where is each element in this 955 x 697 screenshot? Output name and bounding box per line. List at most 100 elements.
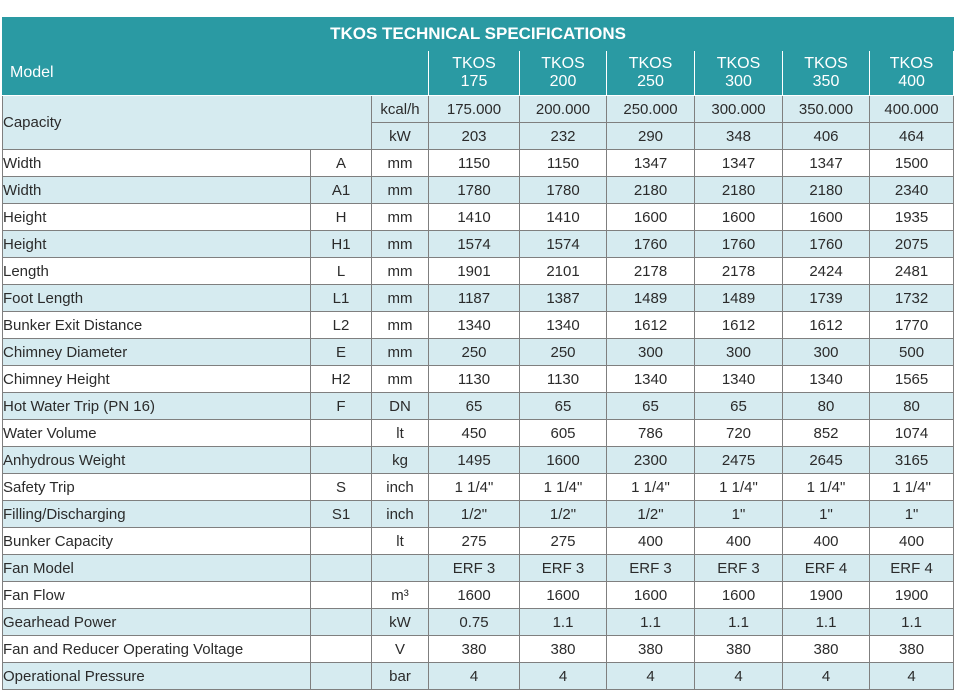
value-cell: 1495 xyxy=(428,446,520,474)
value-cell: 2424 xyxy=(782,257,870,285)
value-cell: 4 xyxy=(782,662,870,690)
value-cell: 1565 xyxy=(868,365,955,393)
value-cell: 4 xyxy=(606,662,695,690)
value-cell: 1130 xyxy=(519,365,607,393)
row-label: Operational Pressure xyxy=(2,662,311,690)
symbol-cell xyxy=(310,419,372,447)
value-cell: 786 xyxy=(606,419,695,447)
value-cell: 1760 xyxy=(694,230,783,258)
symbol-cell xyxy=(310,662,372,690)
value-cell: 400.000 xyxy=(868,95,955,123)
value-cell: 1770 xyxy=(868,311,955,339)
value-cell: ERF 3 xyxy=(428,554,520,582)
unit-cell: kW xyxy=(371,608,429,636)
value-cell: 1.1 xyxy=(868,608,955,636)
value-cell: 2481 xyxy=(868,257,955,285)
table-row: Fan and Reducer Operating Voltage V 380 380… xyxy=(2,635,955,663)
model-number: 250 xyxy=(637,73,664,90)
value-cell: 1130 xyxy=(428,365,520,393)
value-cell: 1150 xyxy=(519,149,607,177)
value-cell: 2300 xyxy=(606,446,695,474)
row-label: Filling/Discharging xyxy=(2,500,311,528)
value-cell: 1340 xyxy=(694,365,783,393)
value-cell: 1600 xyxy=(606,581,695,609)
value-cell: 3165 xyxy=(868,446,955,474)
value-cell: 1739 xyxy=(782,284,870,312)
value-cell: 406 xyxy=(782,122,870,150)
row-label: Height xyxy=(2,230,311,258)
value-cell: 1500 xyxy=(868,149,955,177)
symbol-cell: A1 xyxy=(310,176,372,204)
value-cell: ERF 4 xyxy=(782,554,870,582)
value-cell: 380 xyxy=(519,635,607,663)
row-label: Width xyxy=(2,149,311,177)
value-cell: 1574 xyxy=(519,230,607,258)
value-cell: 2645 xyxy=(782,446,870,474)
row-label-capacity: Capacity xyxy=(2,95,372,150)
value-cell: 1935 xyxy=(868,203,955,231)
table-row: Height H1 mm 1574 1574 1760 1760 1760 2075 xyxy=(2,230,955,258)
model-header-175: TKOS 175 xyxy=(428,50,520,96)
symbol-cell: S xyxy=(310,473,372,501)
table-row: Operational Pressure bar 4 4 4 4 4 4 xyxy=(2,662,955,690)
symbol-cell xyxy=(310,527,372,555)
symbol-cell xyxy=(310,635,372,663)
table-row: Chimney Height H2 mm 1130 1130 1340 1340 1340 15… xyxy=(2,365,955,393)
row-label: Chimney Diameter xyxy=(2,338,311,366)
value-cell: 1600 xyxy=(694,581,783,609)
value-cell: 464 xyxy=(868,122,955,150)
value-cell: 348 xyxy=(694,122,783,150)
value-cell: 4 xyxy=(694,662,783,690)
value-cell: 1340 xyxy=(428,311,520,339)
value-cell: 1.1 xyxy=(606,608,695,636)
value-cell: 300 xyxy=(782,338,870,366)
value-cell: 275 xyxy=(428,527,520,555)
value-cell: 1 1/4" xyxy=(519,473,607,501)
value-cell: 65 xyxy=(519,392,607,420)
value-cell: 290 xyxy=(606,122,695,150)
symbol-cell: E xyxy=(310,338,372,366)
value-cell: 1/2" xyxy=(519,500,607,528)
value-cell: 400 xyxy=(868,527,955,555)
model-name: TKOS xyxy=(452,55,496,72)
value-cell: 1347 xyxy=(606,149,695,177)
value-cell: 65 xyxy=(694,392,783,420)
value-cell: 1/2" xyxy=(428,500,520,528)
row-label: Water Volume xyxy=(2,419,311,447)
value-cell: 1387 xyxy=(519,284,607,312)
model-header-300: TKOS 300 xyxy=(694,50,783,96)
table-row: Foot Length L1 mm 1187 1387 1489 1489 1739 1732 xyxy=(2,284,955,312)
unit-cell: kcal/h xyxy=(371,95,429,123)
value-cell: 400 xyxy=(606,527,695,555)
value-cell: 80 xyxy=(868,392,955,420)
value-cell: 2340 xyxy=(868,176,955,204)
model-header-200: TKOS 200 xyxy=(519,50,607,96)
value-cell: 1 1/4" xyxy=(782,473,870,501)
value-cell: 1780 xyxy=(428,176,520,204)
unit-cell: mm xyxy=(371,176,429,204)
row-label: Gearhead Power xyxy=(2,608,311,636)
table-row: Width A1 mm 1780 1780 2180 2180 2180 2340 xyxy=(2,176,955,204)
value-cell: 1150 xyxy=(428,149,520,177)
unit-cell: lt xyxy=(371,527,429,555)
value-cell: ERF 3 xyxy=(606,554,695,582)
value-cell: 1600 xyxy=(782,203,870,231)
value-cell: 1600 xyxy=(428,581,520,609)
unit-cell: bar xyxy=(371,662,429,690)
table-row: Hot Water Trip (PN 16) F DN 65 65 65 65 80 80 xyxy=(2,392,955,420)
symbol-cell: H xyxy=(310,203,372,231)
row-label: Bunker Exit Distance xyxy=(2,311,311,339)
value-cell: 1410 xyxy=(428,203,520,231)
value-cell: 380 xyxy=(694,635,783,663)
value-cell: 2180 xyxy=(694,176,783,204)
table-row: Anhydrous Weight kg 1495 1600 2300 2475 2645 31… xyxy=(2,446,955,474)
value-cell: 300 xyxy=(694,338,783,366)
value-cell: 1600 xyxy=(694,203,783,231)
value-cell: 1" xyxy=(782,500,870,528)
value-cell: 380 xyxy=(428,635,520,663)
value-cell: 1.1 xyxy=(519,608,607,636)
table-row: Fan Flow m³ 1600 1600 1600 1600 1900 1900 xyxy=(2,581,955,609)
